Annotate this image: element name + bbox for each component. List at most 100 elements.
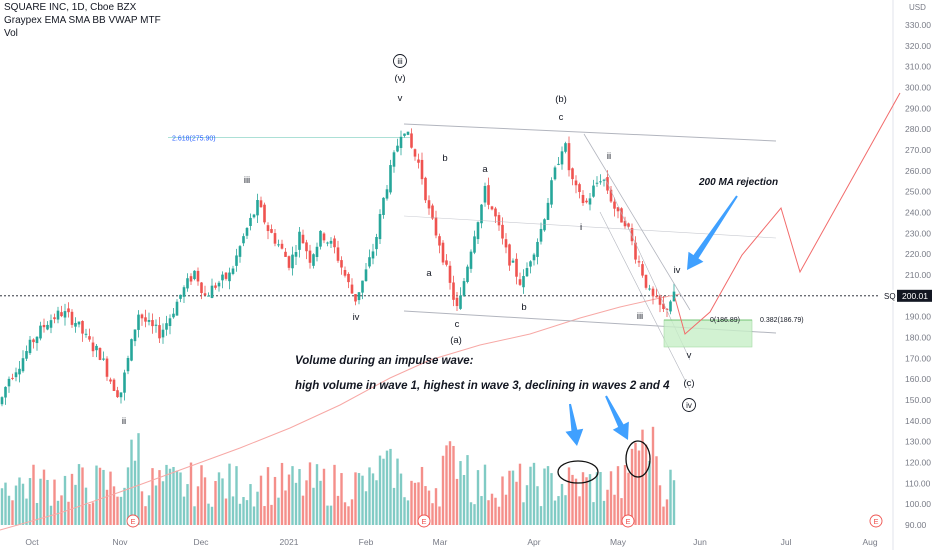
earnings-marker-label: E: [625, 517, 630, 526]
candle-body: [438, 236, 441, 246]
candle-body: [266, 225, 270, 232]
volume-bar: [235, 466, 238, 525]
candle-body: [175, 301, 179, 316]
candle-body: [91, 342, 95, 352]
volume-bar: [606, 489, 609, 525]
volume-bar: [259, 475, 263, 525]
x-tick-label: Oct: [25, 537, 39, 547]
volume-bar: [77, 464, 81, 525]
candle-body: [364, 269, 368, 282]
ma200-line: [0, 293, 681, 531]
candle-body: [32, 339, 35, 343]
volume-bar: [641, 429, 644, 525]
wave-label: i: [580, 222, 582, 233]
candle-body: [417, 159, 420, 163]
volume-bar: [280, 462, 284, 525]
price-tick-label: 120.00: [905, 458, 931, 468]
circled-wave-label: iv: [686, 401, 692, 410]
price-tick-label: 320.00: [905, 41, 931, 51]
price-tick-label: 260.00: [905, 166, 931, 176]
volume-bar: [371, 473, 375, 525]
price-tick-label: 330.00: [905, 20, 931, 30]
price-tick-label: 170.00: [905, 353, 931, 363]
volume-bar: [571, 474, 574, 525]
candle-body: [35, 336, 39, 344]
candle-body: [658, 295, 662, 305]
candle-body: [182, 287, 186, 297]
candle-body: [375, 237, 378, 250]
candle-body: [291, 254, 294, 269]
volume-bar: [266, 467, 270, 525]
candle-body: [413, 149, 417, 157]
volume-note-line1: Volume during an impulse wave:: [295, 355, 474, 367]
wave-label: a: [426, 268, 432, 279]
volume-bar: [175, 470, 179, 525]
candle-body: [368, 257, 371, 267]
volume-bar: [539, 506, 543, 525]
volume-bar: [434, 488, 438, 525]
candle-body: [564, 143, 567, 152]
volume-bar: [231, 496, 235, 525]
volume-bar: [60, 495, 63, 525]
candle-body: [466, 266, 469, 282]
volume-legend[interactable]: Vol: [4, 28, 18, 39]
volume-bar: [137, 433, 140, 525]
volume-bar: [109, 471, 112, 525]
symbol-title[interactable]: SQUARE INC, 1D, Cboe BZX: [4, 2, 137, 13]
candle-body: [252, 214, 256, 218]
volume-bar: [214, 481, 217, 525]
candle-body: [228, 272, 231, 282]
volume-bar: [11, 500, 14, 525]
wave-label: b: [521, 302, 526, 313]
arrow-shape: [605, 395, 629, 440]
x-tick-label: Mar: [433, 537, 448, 547]
circled-label-ring: [393, 54, 407, 68]
ma-rejection-note: 200 MA rejection: [698, 177, 778, 188]
candle-body: [25, 351, 28, 359]
price-tag-bg: [880, 289, 896, 302]
wave-label: iii: [244, 175, 250, 186]
volume-bar: [56, 500, 60, 525]
volume-bar: [242, 497, 245, 525]
candle-body: [634, 242, 637, 260]
volume-bar: [368, 467, 371, 525]
price-tick-label: 180.00: [905, 333, 931, 343]
candle-body: [259, 200, 263, 208]
volume-bar: [599, 472, 602, 525]
indicator-legend[interactable]: Graypex EMA SMA BB VWAP MTF: [4, 15, 161, 26]
volume-bar: [424, 486, 427, 525]
current-price-value: 200.01: [902, 291, 928, 301]
candle-body: [179, 294, 182, 299]
wave-label: a: [482, 164, 488, 175]
volume-bar: [63, 475, 67, 525]
volume-bar: [487, 500, 490, 525]
candle-body: [137, 314, 140, 330]
volume-bar: [532, 462, 536, 525]
candle-body: [427, 200, 431, 209]
candle-body: [329, 240, 333, 244]
volume-bar: [308, 462, 312, 525]
volume-highlight-ellipse: [557, 460, 599, 484]
wave-label: iv: [353, 312, 360, 323]
candle-body: [553, 167, 557, 180]
volume-bar: [70, 473, 74, 525]
volume-note-line2: high volume in wave 1, highest in wave 3…: [295, 380, 670, 392]
candle-body: [630, 228, 634, 242]
candle-body: [378, 214, 382, 240]
candle-body: [511, 260, 515, 263]
volume-bar: [340, 473, 343, 525]
price-tick-label: 250.00: [905, 187, 931, 197]
candle-body: [298, 231, 301, 250]
volume-bar: [634, 442, 637, 525]
volume-bar: [81, 467, 84, 525]
volume-bar: [620, 498, 623, 525]
candle-body: [77, 321, 81, 325]
circled-label-ring: [682, 398, 696, 412]
volume-bar: [301, 495, 305, 525]
candle-body: [0, 397, 4, 405]
candle-body: [60, 312, 63, 317]
candle-body: [63, 311, 67, 318]
wave-label: iii: [637, 311, 643, 322]
candle-body: [497, 215, 501, 226]
